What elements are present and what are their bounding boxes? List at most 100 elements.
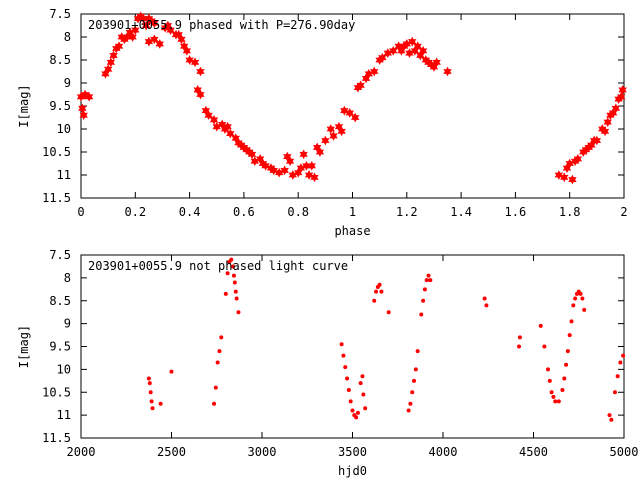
data-point bbox=[573, 296, 578, 301]
y-tick-label: 7.5 bbox=[49, 248, 71, 262]
data-point bbox=[363, 406, 368, 411]
x-tick-label: 0.4 bbox=[179, 205, 201, 219]
data-point bbox=[209, 114, 219, 125]
data-point bbox=[213, 385, 218, 390]
data-point bbox=[315, 147, 325, 157]
data-point bbox=[232, 280, 237, 285]
data-point bbox=[413, 367, 418, 372]
data-point bbox=[348, 399, 353, 404]
data-point bbox=[106, 57, 116, 68]
data-point bbox=[150, 18, 159, 29]
data-point bbox=[307, 160, 316, 171]
data-point bbox=[607, 413, 612, 418]
data-point bbox=[556, 399, 561, 404]
data-point bbox=[146, 376, 151, 381]
data-point bbox=[302, 160, 311, 171]
y-tick-label: 10.5 bbox=[42, 385, 71, 399]
x-axis-title: phase bbox=[334, 224, 370, 238]
data-point bbox=[339, 342, 344, 347]
data-point bbox=[361, 392, 366, 397]
y-tick-label: 11 bbox=[57, 408, 71, 422]
chart-title: 203901+0055.9 not phased light curve bbox=[88, 259, 348, 273]
data-point bbox=[389, 45, 398, 56]
data-point bbox=[567, 333, 572, 338]
data-point bbox=[538, 323, 543, 328]
data-point bbox=[229, 257, 234, 262]
data-point bbox=[148, 390, 153, 395]
data-point bbox=[299, 149, 308, 160]
data-point bbox=[592, 135, 602, 146]
data-point bbox=[114, 41, 124, 52]
data-point bbox=[617, 91, 626, 102]
data-point bbox=[545, 367, 550, 372]
data-point bbox=[553, 399, 558, 404]
data-point bbox=[340, 105, 349, 116]
data-point bbox=[578, 291, 583, 296]
data-point bbox=[131, 25, 140, 35]
data-point bbox=[109, 50, 118, 61]
data-point bbox=[612, 390, 617, 395]
data-point bbox=[621, 353, 626, 358]
data-point bbox=[233, 289, 238, 294]
data-point bbox=[341, 353, 346, 358]
data-point bbox=[482, 296, 487, 301]
data-point bbox=[370, 66, 379, 77]
y-tick-label: 10.5 bbox=[42, 145, 71, 159]
data-point bbox=[304, 170, 314, 180]
data-point bbox=[356, 80, 365, 91]
y-tick-label: 11 bbox=[57, 168, 71, 182]
data-point bbox=[204, 110, 213, 121]
data-point bbox=[226, 128, 235, 139]
data-point bbox=[568, 174, 577, 185]
data-point bbox=[212, 401, 217, 406]
data-point bbox=[231, 264, 236, 269]
data-point bbox=[310, 172, 319, 183]
data-point bbox=[185, 55, 194, 65]
x-tick-label: 2500 bbox=[157, 445, 186, 459]
x-tick-label: 4500 bbox=[519, 445, 548, 459]
data-point bbox=[234, 296, 239, 301]
chart-title: 203901+0055.9 phased with P=276.90day bbox=[88, 18, 355, 32]
y-tick-label: 9.5 bbox=[49, 99, 71, 113]
data-point bbox=[377, 282, 382, 287]
y-tick-label: 7.5 bbox=[49, 7, 71, 21]
data-point bbox=[564, 362, 569, 367]
x-axis-title: hjd0 bbox=[338, 464, 367, 478]
data-point bbox=[261, 160, 270, 171]
data-point bbox=[422, 287, 427, 292]
data-point bbox=[560, 172, 569, 183]
data-point bbox=[571, 303, 576, 308]
x-tick-label: 5000 bbox=[610, 445, 639, 459]
data-point bbox=[337, 126, 346, 137]
x-tick-label: 1.8 bbox=[559, 205, 581, 219]
x-tick-label: 1.4 bbox=[450, 205, 472, 219]
data-point bbox=[182, 45, 192, 56]
data-point bbox=[343, 365, 348, 370]
data-point bbox=[484, 303, 489, 308]
data-point bbox=[618, 360, 623, 365]
data-point bbox=[412, 378, 417, 383]
data-point bbox=[84, 91, 94, 102]
data-point bbox=[169, 369, 174, 374]
x-tick-label: 0.2 bbox=[124, 205, 146, 219]
data-point bbox=[573, 154, 583, 164]
y-tick-label: 9.5 bbox=[49, 340, 71, 354]
data-point bbox=[150, 406, 155, 411]
y-tick-label: 10 bbox=[57, 362, 71, 376]
data-point bbox=[149, 399, 154, 404]
data-point bbox=[346, 387, 351, 392]
data-point bbox=[426, 273, 431, 278]
data-point bbox=[326, 124, 335, 134]
data-point bbox=[247, 149, 257, 160]
y-tick-label: 10 bbox=[57, 122, 71, 136]
data-point bbox=[406, 408, 411, 413]
chart-panel-1: 0 0.2 0.4 0.6 0.8 1 1.2 1.4 1.6 1.8 2 7.5 8 8.5 9 9.5 10… bbox=[17, 7, 628, 238]
y-tick-label: 8.5 bbox=[49, 53, 71, 67]
y-tick-label: 8 bbox=[64, 271, 71, 285]
data-point bbox=[141, 20, 151, 31]
data-point bbox=[378, 52, 387, 63]
y-tick-label: 9 bbox=[64, 76, 71, 90]
data-point bbox=[517, 344, 522, 349]
data-point bbox=[603, 117, 612, 127]
data-point bbox=[413, 41, 422, 52]
